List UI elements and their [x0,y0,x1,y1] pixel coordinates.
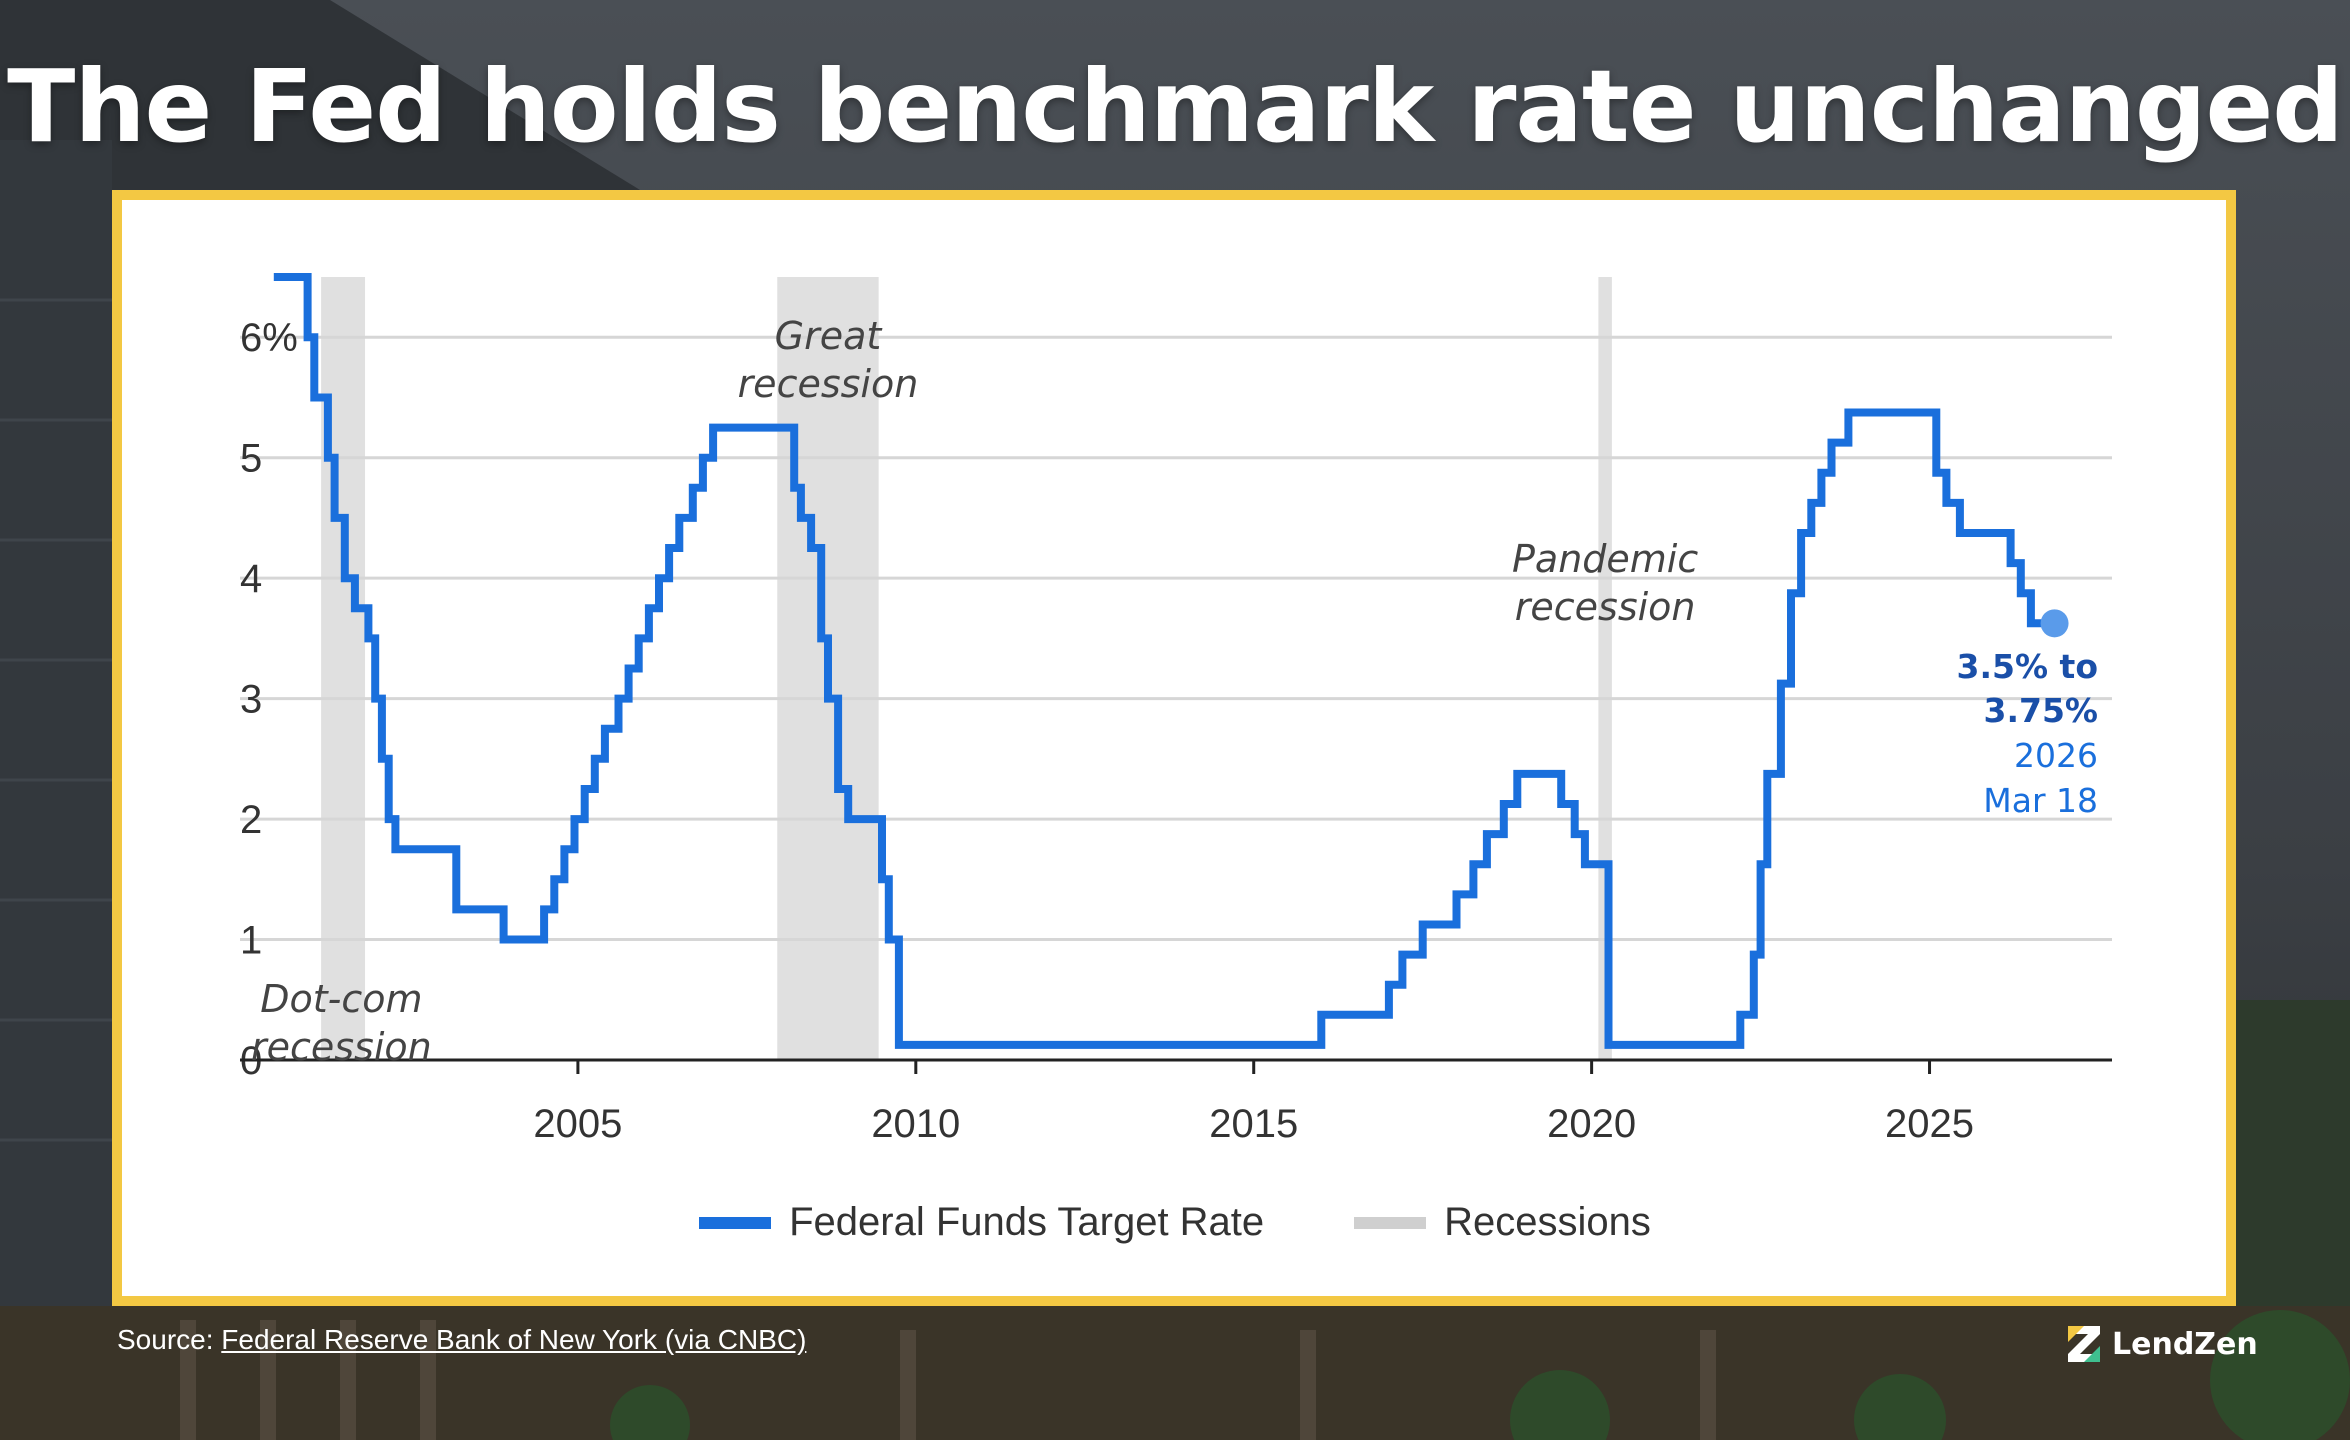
chart-card [112,190,2236,1306]
legend-label-recessions: Recessions [1444,1200,1651,1244]
recession-annotations: Dot-comrecessionGreatrecessionPandemicre… [251,314,1698,1069]
source-note: Source: Federal Reserve Bank of New York… [117,1324,806,1356]
legend-item-rate: Federal Funds Target Rate [699,1200,1264,1245]
x-tick-labels: 2005 2010 2015 2020 2025 [533,1060,1974,1146]
legend-item-recessions: Recessions [1354,1200,1651,1245]
headline: The Fed holds benchmark rate unchanged [7,48,2344,165]
callout-line1: 3.5% to [1957,647,2098,686]
legend-label-rate: Federal Funds Target Rate [789,1200,1265,1244]
brand-logo: LendZen [2066,1322,2258,1366]
callout-line2: 3.75% [1984,691,2099,730]
y-tick-label-4: 4 [240,557,262,601]
latest-rate-marker [2040,609,2069,638]
y-tick-label-5: 5 [240,437,262,481]
x-tick-label-2005: 2005 [533,1102,622,1146]
x-tick-label-2010: 2010 [871,1102,960,1146]
source-link[interactable]: Federal Reserve Bank of New York (via CN… [221,1324,807,1355]
legend-swatch-rate [699,1216,772,1229]
callout-line4: Mar 18 [1983,781,2098,820]
lendzen-z-icon [2068,1326,2100,1362]
annotation-dot-com-line2: recession [251,1025,432,1069]
callout-line3: 2026 [2014,736,2098,775]
source-prefix: Source: [117,1324,222,1355]
annotation-great-line1: Great [775,314,884,358]
y-tick-label-2: 2 [240,798,262,842]
annotation-great-line2: recession [738,362,919,406]
y-tick-label-6: 6% [240,316,298,360]
annotation-dot-com-line1: Dot-com [260,977,422,1021]
legend-swatch-recessions [1354,1216,1427,1229]
y-tick-label-1: 1 [240,919,262,963]
x-tick-label-2015: 2015 [1209,1102,1298,1146]
annotation-pandemic-line1: Pandemic [1512,537,1698,581]
federal-funds-rate-line [273,273,2055,1049]
annotation-pandemic-line2: recession [1515,585,1696,629]
x-tick-label-2025: 2025 [1885,1102,1974,1146]
x-tick-label-2020: 2020 [1547,1102,1636,1146]
latest-rate-callout: 3.5% to 3.75% 2026 Mar 18 [1957,647,2098,820]
chart-legend: Federal Funds Target Rate Recessions [0,1200,2350,1245]
gridlines [240,335,2112,942]
brand-name: LendZen [2112,1326,2258,1362]
y-tick-label-3: 3 [240,678,262,722]
